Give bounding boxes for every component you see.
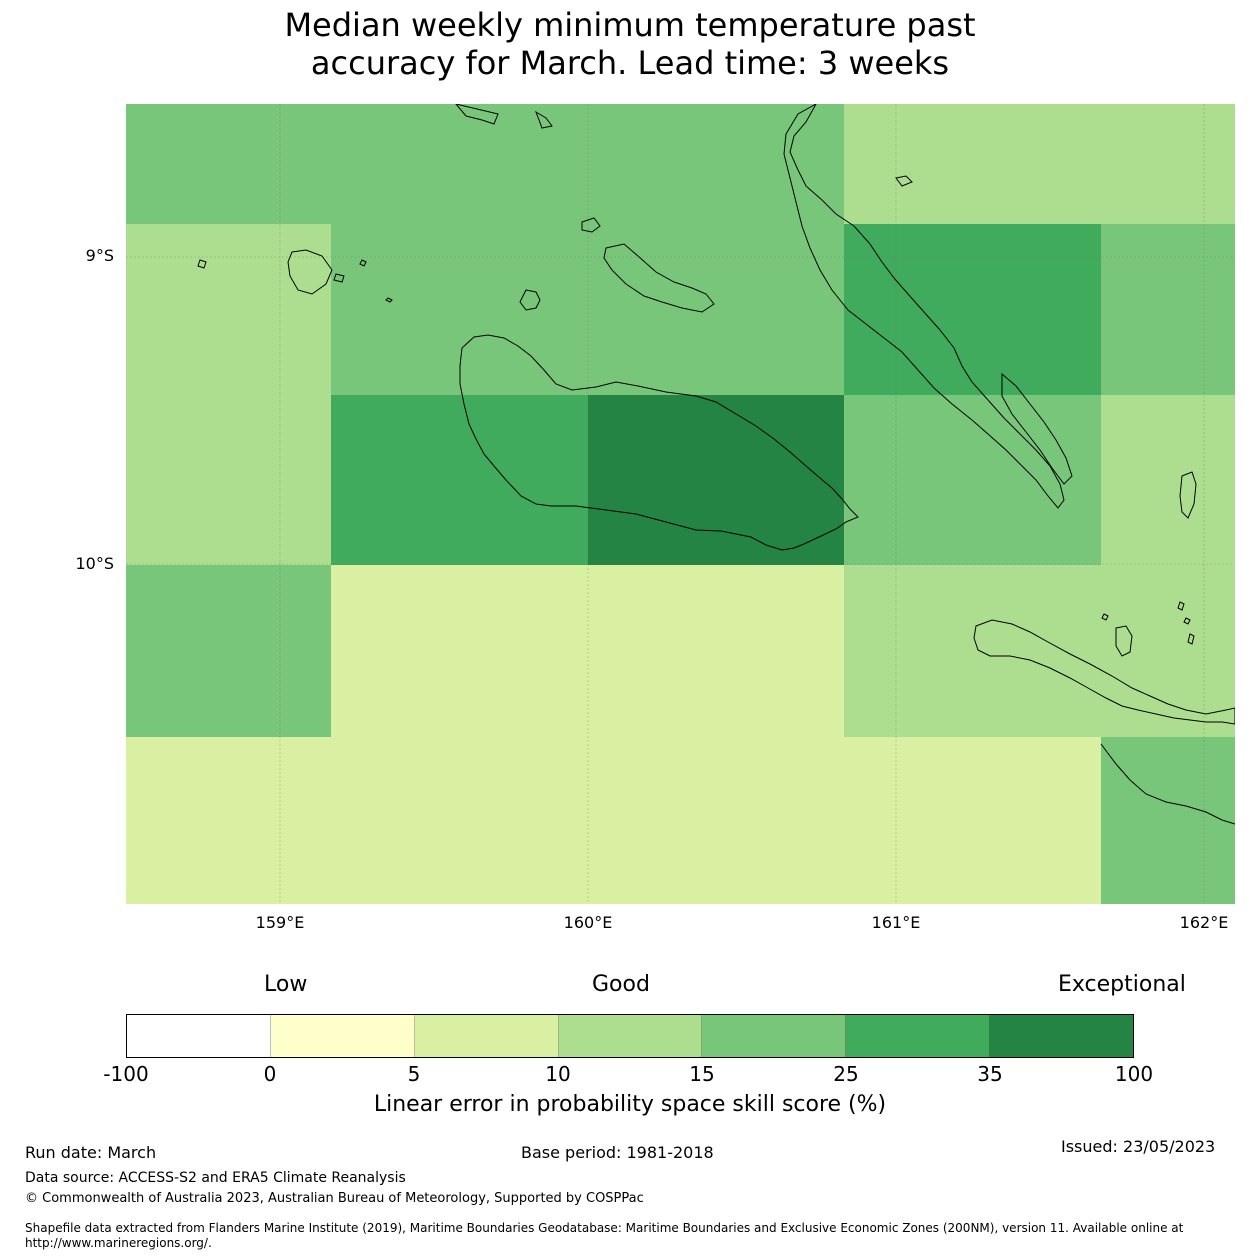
coastline-ugi — [1115, 625, 1133, 657]
grid-cell — [126, 737, 1101, 904]
run-date: Run date: March — [25, 1143, 157, 1162]
coastline-islet — [333, 273, 345, 283]
lat-label-9s: 9°S — [85, 246, 114, 265]
coastline-islet — [535, 110, 553, 129]
lon-label-160e: 160°E — [563, 913, 613, 932]
coastline-makira-south — [1100, 743, 1235, 825]
grid-cell — [331, 224, 844, 395]
coastline-islet — [581, 217, 601, 233]
coastline-makira — [973, 619, 1235, 725]
colorbar-tick: 25 — [833, 1062, 859, 1086]
coastline-savo — [519, 289, 541, 311]
shapefile-credit-line-2: http://www.marineregions.org/. — [25, 1236, 212, 1250]
colorbar-tick: 0 — [263, 1062, 277, 1086]
colorbar-tick: 100 — [1114, 1062, 1154, 1086]
coastline-islet — [1187, 633, 1195, 645]
skill-grid — [126, 104, 1235, 904]
colorbar — [126, 1014, 1134, 1058]
data-source: Data source: ACCESS-S2 and ERA5 Climate … — [25, 1170, 406, 1186]
colorbar-segment — [990, 1015, 1134, 1057]
colorbar-category-good: Good — [592, 972, 650, 997]
colorbar-category-low: Low — [264, 972, 308, 997]
shapefile-credit-line-1: Shapefile data extracted from Flanders M… — [25, 1221, 1184, 1235]
grid-cell — [844, 565, 1235, 737]
coastline-ulawa — [1179, 471, 1197, 519]
coastline-isabel — [455, 104, 499, 125]
coastline-islet — [359, 259, 367, 267]
issued-date: Issued: 23/05/2023 — [1061, 1137, 1216, 1156]
colorbar-tick: 35 — [977, 1062, 1003, 1086]
grid-cell — [126, 104, 844, 224]
coastline-malaita — [783, 104, 1065, 509]
colorbar-category-exceptional: Exceptional — [1058, 972, 1186, 997]
grid-cell — [331, 565, 844, 737]
copyright: © Commonwealth of Australia 2023, Austra… — [25, 1191, 644, 1206]
coastline-islet — [197, 259, 207, 269]
coastline-small-malaita — [1001, 372, 1073, 485]
coastlines — [197, 104, 1235, 825]
colorbar-segment — [702, 1015, 847, 1057]
colorbar-tick: -100 — [103, 1062, 149, 1086]
colorbar-tick: 5 — [407, 1062, 421, 1086]
skill-map — [126, 104, 1235, 904]
coastline-russell — [287, 249, 333, 295]
title-line-1: Median weekly minimum temperature past — [284, 6, 976, 44]
lon-label-162e: 162°E — [1179, 913, 1229, 932]
coastline-nggela — [603, 243, 715, 313]
grid-cell — [126, 224, 331, 565]
colorbar-tick: 10 — [545, 1062, 571, 1086]
coastline-islet — [1183, 617, 1191, 625]
grid-cell — [1101, 224, 1235, 395]
shapefile-credit: Shapefile data extracted from Flanders M… — [25, 1221, 1245, 1251]
lat-label-10s: 10°S — [75, 554, 114, 573]
gridlines — [126, 104, 1235, 904]
colorbar-label: Linear error in probability space skill … — [373, 1092, 887, 1117]
coastline-islet — [385, 297, 393, 303]
coastline-islet — [895, 175, 913, 187]
lon-label-159e: 159°E — [255, 913, 305, 932]
map-svg — [126, 104, 1235, 904]
grid-cell — [844, 104, 1235, 224]
coastline-islet — [1101, 613, 1109, 621]
grid-cell — [1101, 395, 1235, 565]
grid-cell — [331, 395, 588, 565]
colorbar-segment — [558, 1015, 703, 1057]
lon-label-161e: 161°E — [871, 913, 921, 932]
chart-title: Median weekly minimum temperature past a… — [0, 6, 1260, 82]
grid-cell — [1101, 737, 1235, 904]
colorbar-segment — [127, 1015, 271, 1057]
grid-cell — [588, 395, 844, 565]
coastline-islet — [1177, 601, 1185, 611]
colorbar-segment — [270, 1015, 415, 1057]
colorbar-tick: 15 — [689, 1062, 715, 1086]
coastline-guadalcanal — [459, 334, 859, 551]
title-line-2: accuracy for March. Lead time: 3 weeks — [310, 44, 950, 82]
colorbar-segment — [846, 1015, 991, 1057]
colorbar-segment — [414, 1015, 559, 1057]
base-period: Base period: 1981-2018 — [521, 1143, 714, 1162]
grid-cell — [844, 224, 1101, 395]
grid-cell — [126, 565, 331, 737]
